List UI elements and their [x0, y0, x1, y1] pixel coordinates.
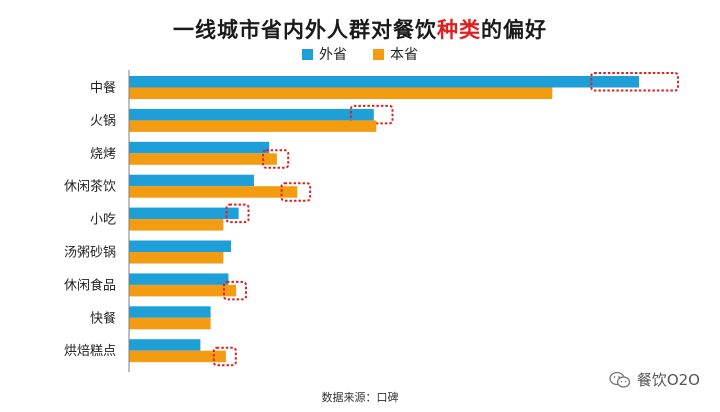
highlight-box [212, 346, 237, 367]
bar-in-province [129, 120, 377, 132]
highlight-box [280, 182, 312, 202]
watermark: 餐饮O2O [609, 369, 700, 390]
category-label: 中餐 [90, 80, 116, 96]
bar-in-province [129, 317, 211, 330]
bar-out-province [129, 108, 374, 121]
bar-out-province [129, 174, 254, 187]
bar-out-province [129, 273, 229, 285]
bar-in-province [129, 284, 237, 297]
highlight-box [223, 280, 247, 301]
bar-out-province [129, 141, 270, 154]
wechat-icon [609, 371, 630, 388]
legend-label-out-province: 外省 [319, 47, 347, 63]
highlight-box [225, 203, 250, 224]
legend-item-in-province: 本省 [373, 44, 418, 64]
bar-in-province [129, 350, 226, 363]
legend-label-in-province: 本省 [390, 47, 418, 63]
highlight-box [262, 149, 290, 169]
bar-in-province [129, 153, 277, 165]
category-label: 快餐 [90, 310, 116, 326]
bar-out-province [129, 76, 639, 88]
category-label: 汤粥砂锅 [64, 245, 116, 261]
title-part-1: 一线城市省内外人群对餐饮 [173, 18, 437, 42]
legend: 外省 本省 [0, 44, 720, 64]
bar-out-province [129, 240, 231, 252]
category-label: 休闲茶饮 [64, 179, 116, 195]
bar-in-province [129, 186, 298, 198]
highlight-box [590, 72, 680, 92]
title-highlight: 种类 [437, 18, 481, 42]
category-label: 休闲食品 [64, 277, 116, 293]
data-source-note: 数据来源：口碑 [321, 391, 399, 404]
category-label: 火锅 [90, 113, 116, 129]
category-label: 烧烤 [90, 147, 116, 162]
watermark-text: 餐饮O2O [636, 371, 700, 389]
bar-out-province [129, 339, 201, 351]
category-label: 小吃 [90, 212, 116, 228]
bar-in-province [129, 252, 224, 264]
bar-in-province [129, 219, 224, 231]
title-part-3: 的偏好 [481, 18, 547, 42]
category-label: 烘焙糕点 [64, 344, 116, 359]
legend-item-out-province: 外省 [302, 44, 347, 64]
bar-out-province [129, 306, 211, 318]
legend-swatch-in-province [373, 48, 384, 60]
legend-swatch-out-province [302, 48, 313, 60]
bar-in-province [129, 87, 553, 99]
bar-out-province [129, 207, 239, 220]
chart-title: 一线城市省内外人群对餐饮种类的偏好 [0, 14, 720, 44]
